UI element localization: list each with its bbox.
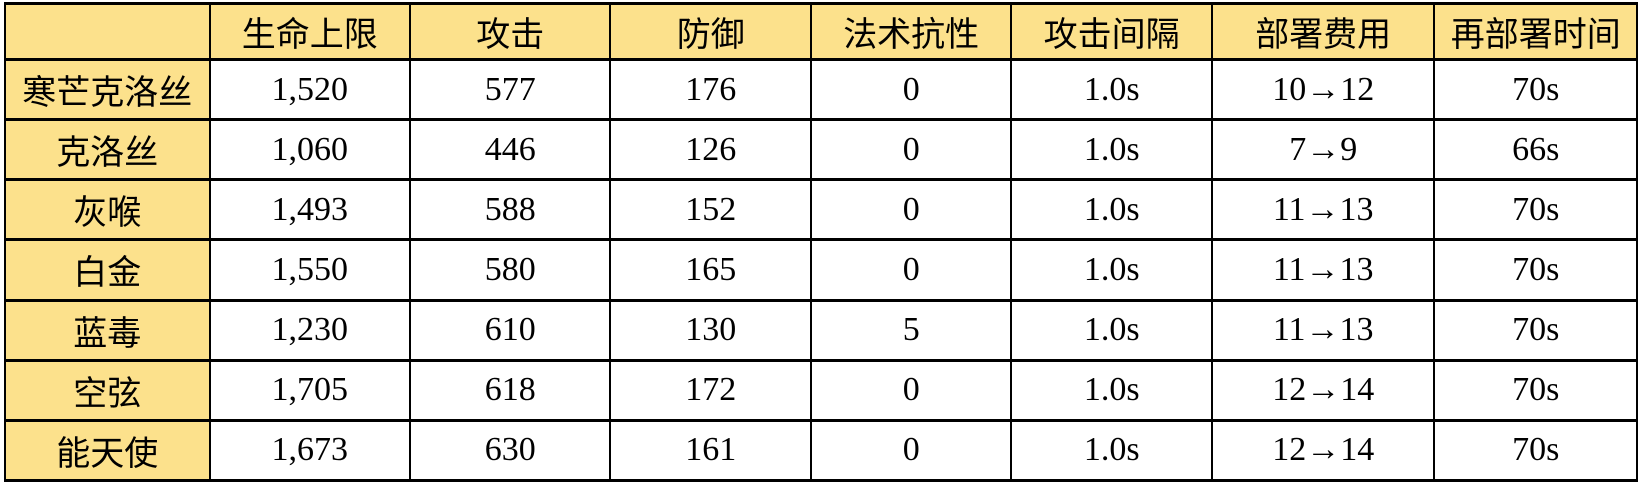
cell-interval: 1.0s bbox=[1010, 238, 1213, 302]
table-row: 克洛丝 1,060 446 126 0 1.0s 7→9 66s bbox=[4, 118, 1638, 182]
column-header-hp: 生命上限 bbox=[208, 2, 411, 61]
row-header-operator-name: 寒芒克洛丝 bbox=[4, 57, 211, 122]
cell-redeploy: 70s bbox=[1433, 57, 1638, 122]
column-header-res: 法术抗性 bbox=[809, 2, 1013, 61]
cell-def: 130 bbox=[609, 298, 812, 362]
column-header-redeploy: 再部署时间 bbox=[1433, 2, 1638, 61]
cell-def: 165 bbox=[609, 238, 812, 302]
cell-cost: 12→14 bbox=[1210, 358, 1436, 422]
column-header-atk: 攻击 bbox=[408, 2, 612, 61]
cell-hp: 1,520 bbox=[208, 57, 411, 122]
table-row: 白金 1,550 580 165 0 1.0s 11→13 70s bbox=[4, 238, 1638, 302]
cell-redeploy: 70s bbox=[1433, 358, 1638, 422]
cell-redeploy: 70s bbox=[1433, 178, 1638, 242]
cell-hp: 1,230 bbox=[208, 298, 411, 362]
cell-cost: 11→13 bbox=[1210, 238, 1436, 302]
cell-hp: 1,493 bbox=[208, 178, 411, 242]
table-body: 寒芒克洛丝 1,520 577 176 0 1.0s 10→12 70s 克洛丝 1,060 446… bbox=[4, 57, 1638, 483]
cell-def: 126 bbox=[609, 118, 812, 182]
cell-hp: 1,705 bbox=[208, 358, 411, 422]
cell-cost: 11→13 bbox=[1210, 178, 1436, 242]
column-header-interval: 攻击间隔 bbox=[1010, 2, 1213, 61]
cell-def: 161 bbox=[609, 418, 812, 483]
corner-cell bbox=[4, 2, 211, 61]
cell-interval: 1.0s bbox=[1010, 118, 1213, 182]
cell-atk: 630 bbox=[408, 418, 612, 483]
cell-redeploy: 70s bbox=[1433, 238, 1638, 302]
cell-atk: 446 bbox=[408, 118, 612, 182]
header-row: 生命上限 攻击 防御 法术抗性 攻击间隔 部署费用 再部署时间 bbox=[4, 2, 1638, 61]
table-row: 能天使 1,673 630 161 0 1.0s 12→14 70s bbox=[4, 418, 1638, 483]
row-header-operator-name: 灰喉 bbox=[4, 178, 211, 242]
cell-res: 0 bbox=[809, 418, 1013, 483]
cell-interval: 1.0s bbox=[1010, 178, 1213, 242]
cell-res: 5 bbox=[809, 298, 1013, 362]
cell-interval: 1.0s bbox=[1010, 418, 1213, 483]
cell-cost: 7→9 bbox=[1210, 118, 1436, 182]
row-header-operator-name: 蓝毒 bbox=[4, 298, 211, 362]
row-header-operator-name: 克洛丝 bbox=[4, 118, 211, 182]
cell-def: 176 bbox=[609, 57, 812, 122]
row-header-operator-name: 空弦 bbox=[4, 358, 211, 422]
cell-hp: 1,060 bbox=[208, 118, 411, 182]
row-header-operator-name: 白金 bbox=[4, 238, 211, 302]
cell-redeploy: 66s bbox=[1433, 118, 1638, 182]
cell-def: 152 bbox=[609, 178, 812, 242]
cell-atk: 577 bbox=[408, 57, 612, 122]
table-row: 蓝毒 1,230 610 130 5 1.0s 11→13 70s bbox=[4, 298, 1638, 362]
cell-redeploy: 70s bbox=[1433, 418, 1638, 483]
cell-redeploy: 70s bbox=[1433, 298, 1638, 362]
cell-interval: 1.0s bbox=[1010, 358, 1213, 422]
cell-cost: 12→14 bbox=[1210, 418, 1436, 483]
cell-atk: 580 bbox=[408, 238, 612, 302]
column-header-def: 防御 bbox=[609, 2, 812, 61]
cell-atk: 588 bbox=[408, 178, 612, 242]
column-header-cost: 部署费用 bbox=[1210, 2, 1436, 61]
row-header-operator-name: 能天使 bbox=[4, 418, 211, 483]
table-header: 生命上限 攻击 防御 法术抗性 攻击间隔 部署费用 再部署时间 bbox=[4, 2, 1638, 61]
cell-res: 0 bbox=[809, 238, 1013, 302]
cell-atk: 610 bbox=[408, 298, 612, 362]
operator-stats-table: 生命上限 攻击 防御 法术抗性 攻击间隔 部署费用 再部署时间 寒芒克洛丝 1,520 577 1… bbox=[4, 2, 1638, 483]
cell-res: 0 bbox=[809, 118, 1013, 182]
cell-hp: 1,550 bbox=[208, 238, 411, 302]
cell-res: 0 bbox=[809, 358, 1013, 422]
table-row: 寒芒克洛丝 1,520 577 176 0 1.0s 10→12 70s bbox=[4, 57, 1638, 122]
cell-cost: 11→13 bbox=[1210, 298, 1436, 362]
cell-interval: 1.0s bbox=[1010, 298, 1213, 362]
cell-hp: 1,673 bbox=[208, 418, 411, 483]
cell-interval: 1.0s bbox=[1010, 57, 1213, 122]
cell-def: 172 bbox=[609, 358, 812, 422]
table-row: 灰喉 1,493 588 152 0 1.0s 11→13 70s bbox=[4, 178, 1638, 242]
table-row: 空弦 1,705 618 172 0 1.0s 12→14 70s bbox=[4, 358, 1638, 422]
cell-cost: 10→12 bbox=[1210, 57, 1436, 122]
cell-res: 0 bbox=[809, 57, 1013, 122]
cell-atk: 618 bbox=[408, 358, 612, 422]
cell-res: 0 bbox=[809, 178, 1013, 242]
